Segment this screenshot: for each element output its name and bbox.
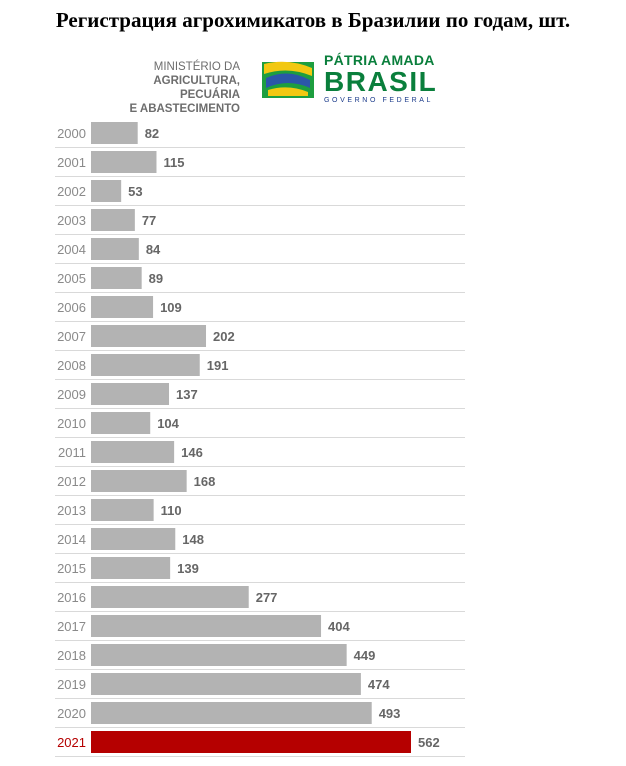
value-label-2016: 277 (256, 590, 278, 605)
bar-2000 (91, 122, 138, 144)
bar-2008 (91, 354, 200, 376)
value-label-2007: 202 (213, 329, 235, 344)
year-label-2002: 2002 (57, 184, 86, 199)
ministry-logo-line3: E ABASTECIMENTO (129, 103, 240, 115)
value-label-2021: 562 (418, 735, 440, 750)
bar-2015 (91, 557, 171, 579)
value-label-2005: 89 (149, 271, 163, 286)
year-label-2008: 2008 (57, 358, 86, 373)
chart-title: Регистрация агрохимикатов в Бразилии по … (55, 8, 571, 32)
value-label-2012: 168 (194, 474, 216, 489)
bar-2013 (91, 499, 154, 521)
year-label-2010: 2010 (57, 416, 86, 431)
year-label-2012: 2012 (57, 474, 86, 489)
year-label-2014: 2014 (57, 532, 86, 547)
year-label-2006: 2006 (57, 300, 86, 315)
government-logo-text: PÁTRIA AMADA BRASIL GOVERNO FEDERAL (324, 52, 437, 105)
bar-2018 (91, 644, 347, 666)
bar-2005 (91, 267, 142, 289)
brazil-flag-icon (262, 61, 314, 98)
bar-2017 (91, 615, 322, 637)
value-label-2019: 474 (368, 677, 390, 692)
bar-2019 (91, 673, 361, 695)
year-label-2011: 2011 (58, 445, 86, 460)
bar-2011 (91, 441, 175, 463)
value-label-2008: 191 (207, 358, 229, 373)
bar-2020 (91, 702, 372, 724)
value-label-2000: 82 (145, 126, 159, 141)
value-label-2017: 404 (328, 619, 350, 634)
government-logo-line3: GOVERNO FEDERAL (324, 97, 434, 104)
bar-2009 (91, 383, 170, 405)
value-label-2013: 110 (161, 503, 182, 518)
government-logo: PÁTRIA AMADA BRASIL GOVERNO FEDERAL (258, 52, 436, 104)
bar-2006 (91, 296, 154, 318)
year-label-2016: 2016 (57, 590, 86, 605)
government-logo-line1: PÁTRIA AMADA (324, 52, 435, 68)
ministry-logo-line1: MINISTÉRIO DA (153, 61, 240, 73)
year-label-2004: 2004 (57, 242, 86, 257)
value-label-2006: 109 (160, 300, 182, 315)
bar-2016 (91, 586, 249, 608)
value-label-2001: 115 (163, 155, 184, 170)
value-label-2015: 139 (177, 561, 199, 576)
value-label-2011: 146 (181, 445, 203, 460)
year-label-2021: 2021 (57, 735, 86, 750)
bar-2007 (91, 325, 207, 347)
year-label-2000: 2000 (57, 126, 86, 141)
year-label-2007: 2007 (57, 329, 86, 344)
year-label-2018: 2018 (57, 648, 86, 663)
value-label-2018: 449 (354, 648, 376, 663)
value-label-2020: 493 (379, 706, 401, 721)
year-label-2005: 2005 (57, 271, 86, 286)
bar-2003 (91, 209, 135, 231)
year-label-2020: 2020 (57, 706, 86, 721)
government-logo-line2: BRASIL (324, 66, 438, 97)
bar-2012 (91, 470, 187, 492)
year-label-2009: 2009 (57, 387, 86, 402)
bar-2014 (91, 528, 176, 550)
year-label-2015: 2015 (57, 561, 86, 576)
year-label-2001: 2001 (57, 155, 86, 170)
ministry-logo-line2: AGRICULTURA, PECUÁRIA (153, 75, 240, 101)
value-label-2002: 53 (128, 184, 142, 199)
bar-2001 (91, 151, 157, 173)
value-label-2003: 77 (142, 213, 156, 228)
year-label-2003: 2003 (57, 213, 86, 228)
bar-2002 (91, 180, 122, 202)
value-label-2014: 148 (182, 532, 204, 547)
year-label-2017: 2017 (57, 619, 86, 634)
value-label-2010: 104 (157, 416, 179, 431)
bar-2004 (91, 238, 139, 260)
value-label-2004: 84 (146, 242, 161, 257)
year-label-2013: 2013 (57, 503, 86, 518)
year-label-2019: 2019 (57, 677, 86, 692)
bar-2021 (91, 731, 411, 753)
bar-2010 (91, 412, 151, 434)
ministry-logo: MINISTÉRIO DA AGRICULTURA, PECUÁRIA E AB… (96, 60, 240, 116)
value-label-2009: 137 (176, 387, 198, 402)
